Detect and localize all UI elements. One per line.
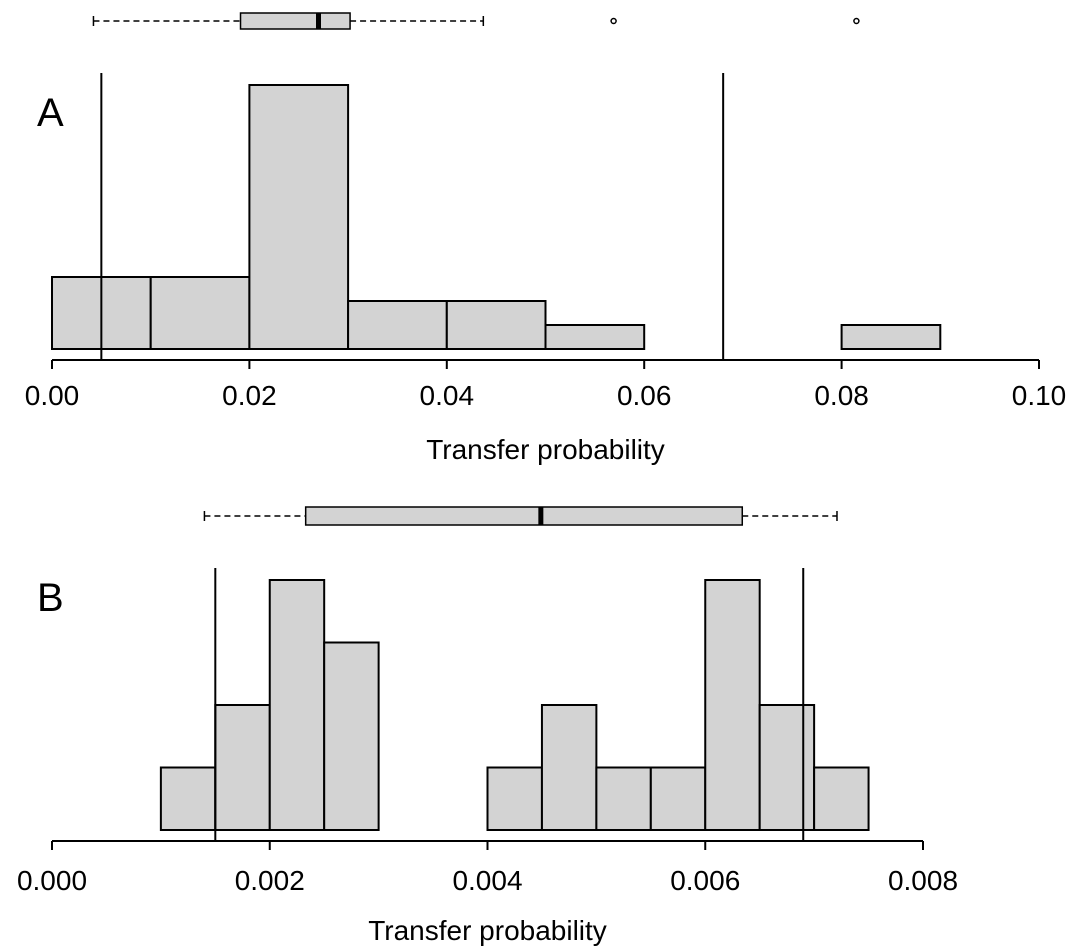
x-tick-label: 0.00 (25, 380, 80, 411)
bar (486, 766, 543, 831)
x-tick-label: 0.004 (452, 865, 522, 896)
x-tick-label: 0.006 (670, 865, 740, 896)
bar (248, 84, 350, 350)
bar (649, 766, 707, 831)
x-tick-label: 0.02 (222, 380, 277, 411)
outlier (610, 17, 617, 25)
x-tick-label: 0.002 (235, 865, 305, 896)
bar (544, 324, 646, 350)
bar (595, 766, 652, 831)
x-tick-label: 0.10 (1012, 380, 1067, 411)
bar (214, 704, 271, 831)
box (304, 506, 744, 526)
bar (704, 579, 761, 831)
x-tick-label: 0.000 (17, 865, 87, 896)
x-tick-label: 0.008 (888, 865, 958, 896)
bar (347, 300, 448, 350)
x-tick-label: 0.06 (617, 380, 672, 411)
box (239, 12, 351, 30)
panel-label: B (37, 576, 64, 620)
x-tick-label: 0.08 (814, 380, 869, 411)
x-axis-label: Transfer probability (368, 915, 607, 946)
bar (445, 300, 547, 350)
x-tick-label: 0.04 (420, 380, 475, 411)
bar (540, 704, 598, 831)
bar (323, 641, 380, 831)
x-axis-label: Transfer probability (426, 434, 665, 465)
panel-label: A (37, 91, 64, 135)
bar (149, 276, 251, 350)
bar (840, 324, 942, 350)
bar (159, 766, 217, 831)
bar (813, 766, 870, 831)
outlier (853, 17, 860, 25)
bar (268, 579, 326, 831)
bar (758, 704, 816, 831)
